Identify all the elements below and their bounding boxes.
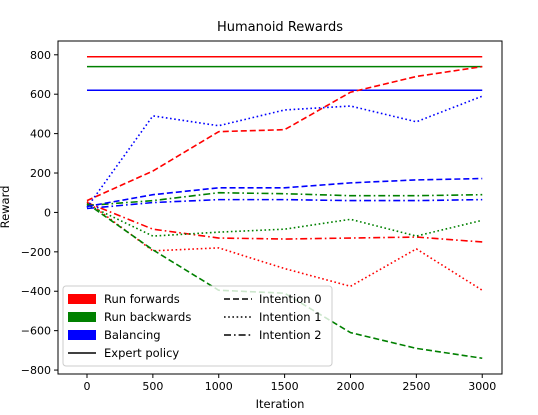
- legend: Run forwards Run backwards Balancing Expert…: [62, 285, 333, 367]
- x-tick-label: 3000: [468, 380, 496, 393]
- series-line-balancing-dotted: [86, 95, 483, 208]
- legend-label: Run backwards: [104, 310, 191, 324]
- series-line-run-backwards-dotted: [86, 203, 483, 237]
- x-tick-label: 1000: [205, 380, 233, 393]
- y-tick-label: −400: [21, 285, 51, 298]
- x-axis-label: Iteration: [256, 397, 305, 411]
- y-tick-label: −200: [21, 246, 51, 259]
- legend-label: Run forwards: [104, 292, 180, 306]
- legend-label: Intention 1: [259, 310, 322, 324]
- legend-label: Intention 2: [259, 328, 322, 342]
- y-tick-label: 800: [30, 49, 51, 62]
- legend-label: Expert policy: [104, 346, 179, 360]
- chart-title: Humanoid Rewards: [217, 20, 343, 35]
- legend-label: Balancing: [104, 328, 161, 342]
- series-line-run-forwards-dashdot: [86, 201, 483, 243]
- legend-swatch: [68, 294, 96, 304]
- x-tick-label: 2000: [336, 380, 364, 393]
- x-tick-label: 500: [142, 380, 163, 393]
- y-axis-label: Reward: [0, 186, 12, 229]
- series-layer: [86, 55, 483, 360]
- legend-frame: [62, 285, 333, 367]
- x-tick-label: 1500: [271, 380, 299, 393]
- legend-label: Intention 0: [259, 292, 322, 306]
- y-tick-label: 0: [44, 206, 51, 219]
- y-tick-label: 600: [30, 88, 51, 101]
- series-line-balancing-dashed: [86, 177, 483, 208]
- y-tick-label: −600: [21, 325, 51, 338]
- legend-items: Run forwards Run backwards Balancing Expert…: [68, 292, 322, 360]
- ticks-layer: 0 500 1000 1500 2000 2500 3000−800−600−400−200…: [21, 49, 496, 393]
- legend-swatch: [68, 312, 96, 322]
- x-tick-label: 2500: [402, 380, 430, 393]
- x-tick-label: 0: [83, 380, 90, 393]
- legend-swatch: [68, 330, 96, 340]
- series-line-run-forwards-dotted: [86, 200, 483, 291]
- y-tick-label: 400: [30, 128, 51, 141]
- y-tick-label: −800: [21, 364, 51, 377]
- plot-area-frame: [57, 40, 503, 375]
- y-tick-label: 200: [30, 167, 51, 180]
- series-line-run-forwards-dashed: [86, 65, 483, 202]
